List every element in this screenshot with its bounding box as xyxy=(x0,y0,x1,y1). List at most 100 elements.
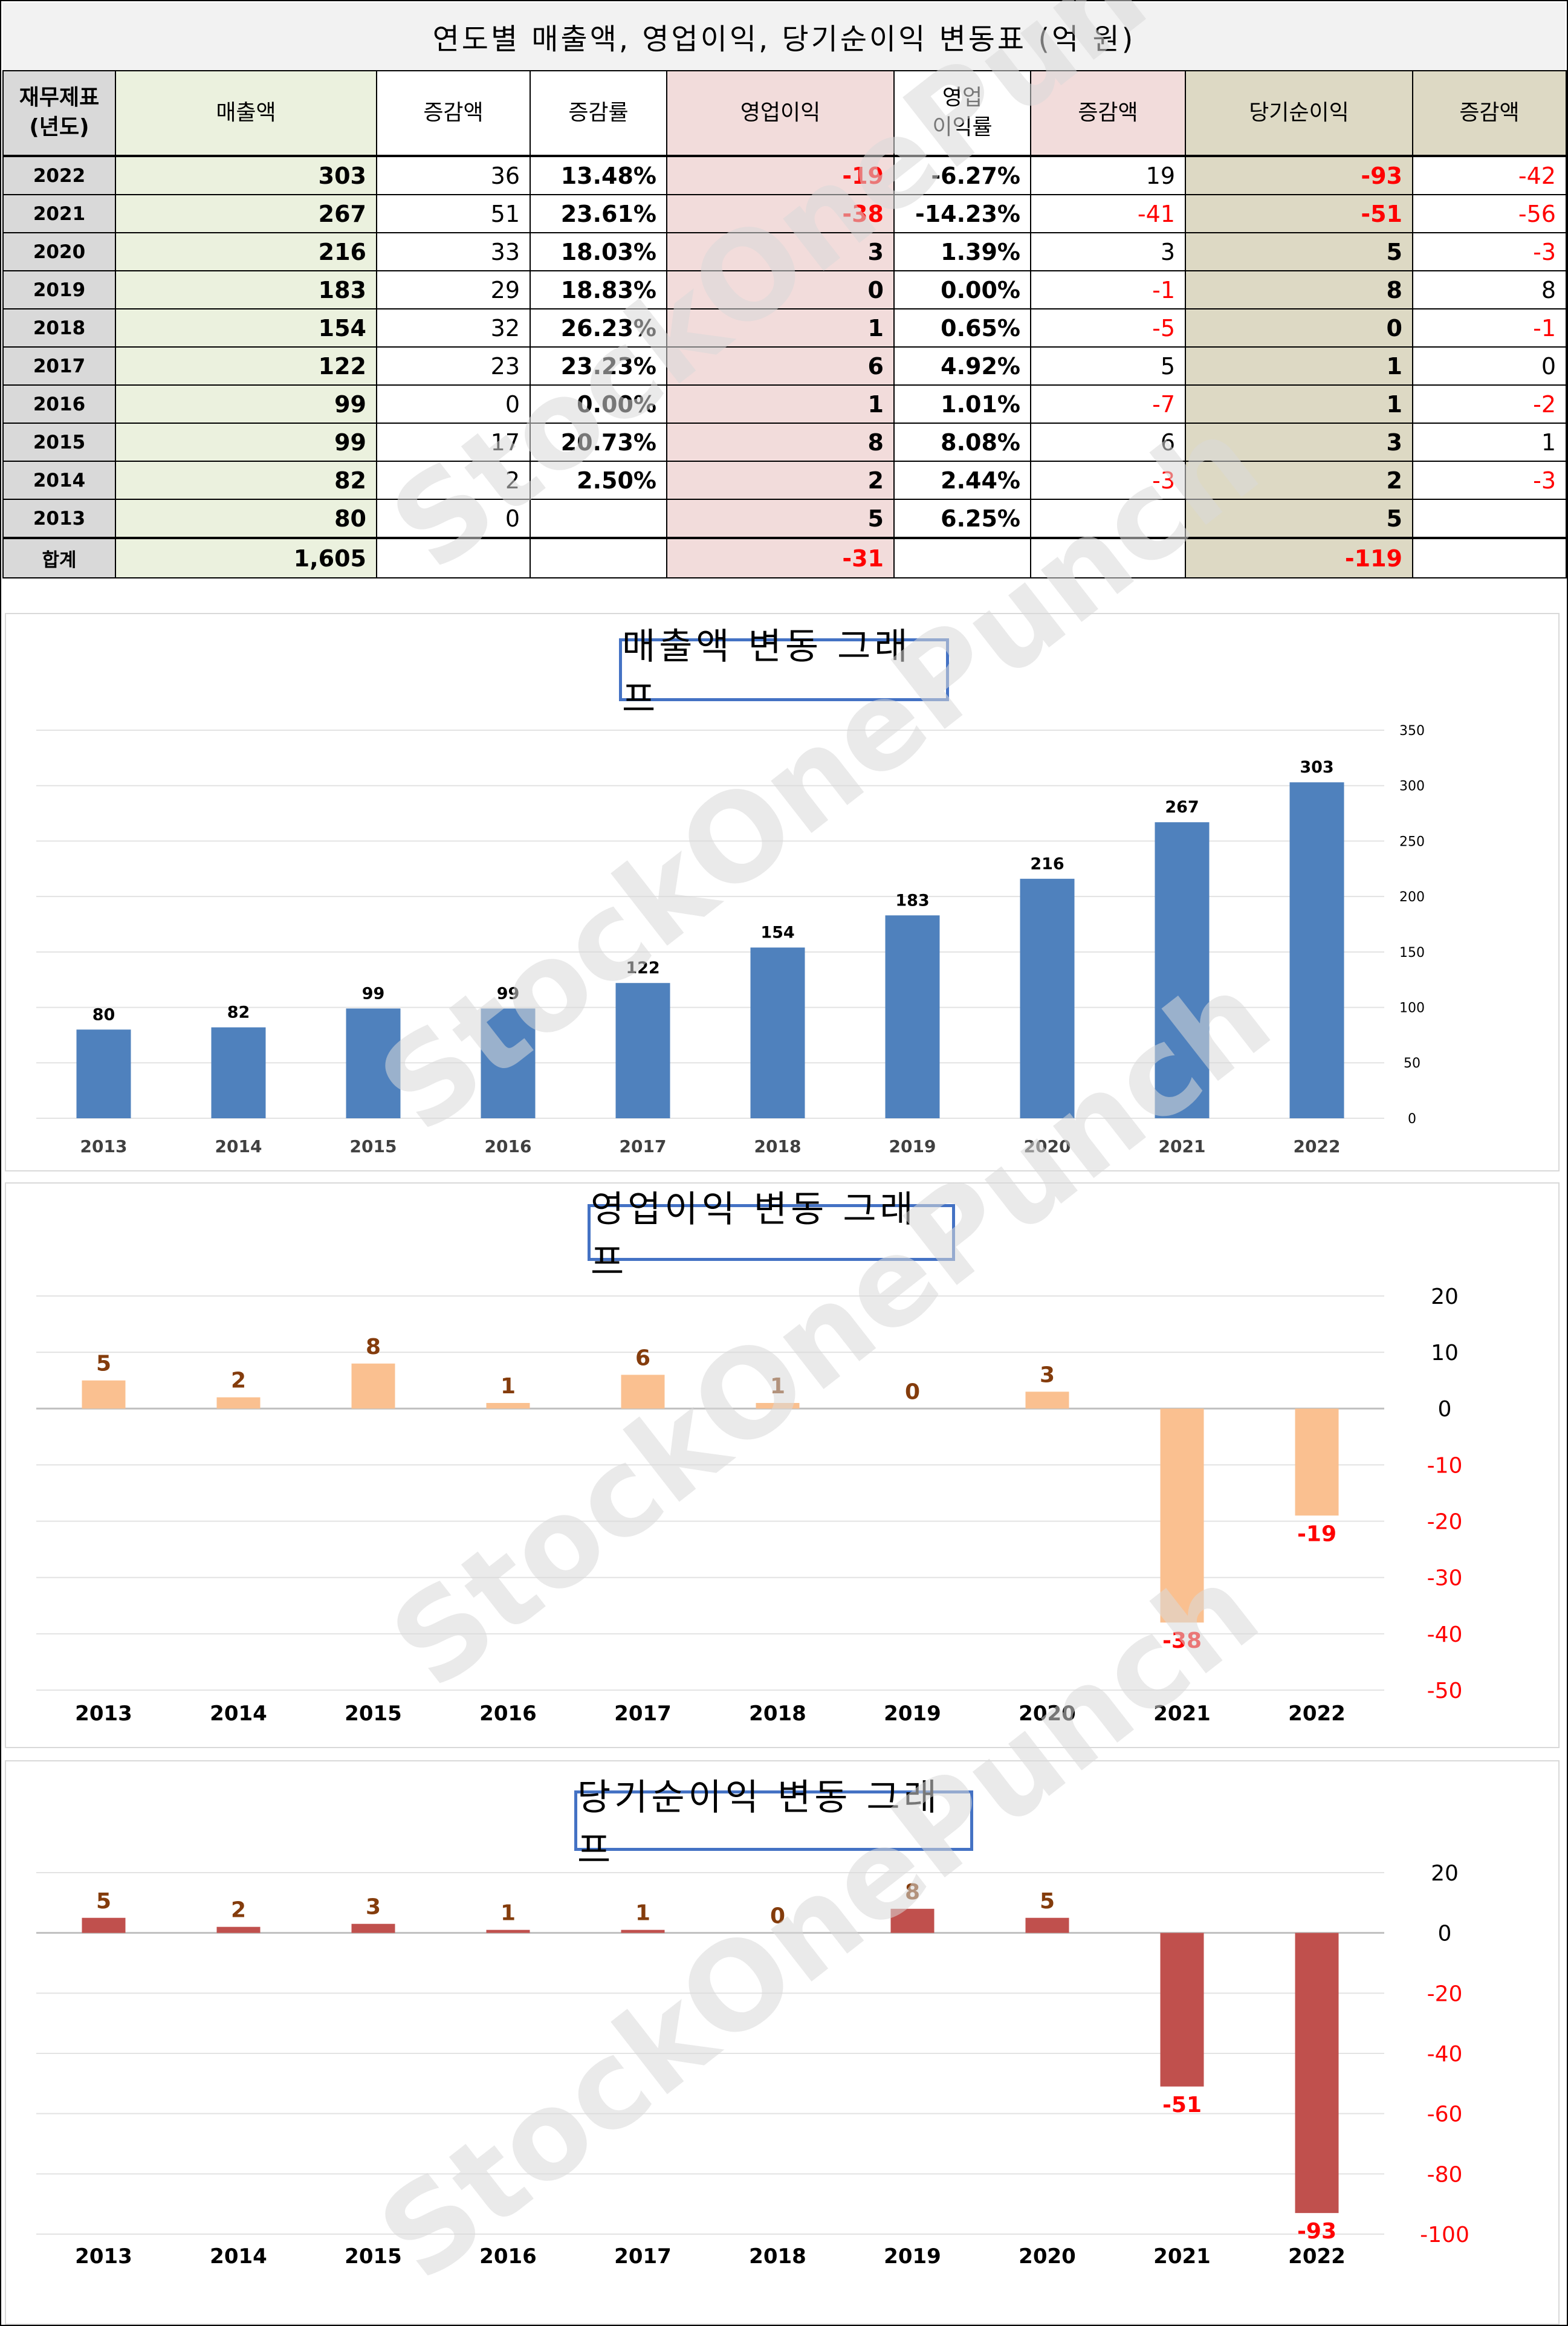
data-label: 2 xyxy=(231,1898,246,1923)
cell-op-income: -38 xyxy=(666,194,895,233)
data-label: 303 xyxy=(1300,758,1333,777)
y-tick-label: -40 xyxy=(1427,2042,1463,2067)
data-label: 80 xyxy=(92,1005,115,1024)
cell-year: 2013 xyxy=(2,499,116,539)
cell-year: 2020 xyxy=(2,232,116,271)
x-tick-label: 2016 xyxy=(485,1136,532,1156)
cell-net-change: -2 xyxy=(1412,384,1567,424)
cell-sales-rate: 20.73% xyxy=(530,423,667,462)
cell-year: 2015 xyxy=(2,423,116,462)
data-label: 122 xyxy=(626,959,659,977)
y-tick-label: 0 xyxy=(1408,1112,1416,1127)
op-income-chart-panel: 영업이익 변동 그래프 20 10 0 -10 -20 -30 -40 -50 5 2013 2 20… xyxy=(5,1182,1560,1748)
header-op-margin-line2: 이익률 xyxy=(932,115,993,140)
table-row: 2015 99 17 20.73% 8 8.08% 6 3 1 xyxy=(2,423,1567,462)
cell-empty xyxy=(893,537,1031,578)
data-label: 216 xyxy=(1030,855,1064,873)
table-row: 2016 99 0 0.00% 1 1.01% -7 1 -2 xyxy=(2,384,1567,424)
x-tick-label: 2013 xyxy=(75,2244,132,2269)
op-income-chart: 20100-10-20-30-40-5052013220148201512016… xyxy=(36,1284,1463,1726)
data-label: 8 xyxy=(366,1335,381,1359)
cell-empty xyxy=(530,537,667,578)
cell-net-income: 8 xyxy=(1185,270,1413,309)
x-tick-label: 2018 xyxy=(749,1702,806,1726)
cell-net-income: 5 xyxy=(1185,499,1413,539)
x-tick-label: 2014 xyxy=(215,1136,262,1156)
x-tick-label: 2013 xyxy=(80,1136,128,1156)
y-tick-label: 0 xyxy=(1438,1922,1452,1946)
bar xyxy=(890,1908,935,1933)
cell-year: 2018 xyxy=(2,308,116,348)
bar xyxy=(82,1380,126,1409)
data-label: 99 xyxy=(497,984,520,1003)
table-row: 2018 154 32 26.23% 1 0.65% -5 0 -1 xyxy=(2,308,1567,348)
table-row: 2014 82 2 2.50% 2 2.44% -3 2 -3 xyxy=(2,461,1567,500)
bar xyxy=(1295,1932,1339,2214)
x-tick-label: 2020 xyxy=(1019,1702,1076,1726)
x-tick-label: 2017 xyxy=(614,2244,672,2269)
data-label: 267 xyxy=(1165,798,1199,817)
cell-net-income: 1 xyxy=(1185,384,1413,424)
y-tick-label: 0 xyxy=(1438,1397,1452,1422)
cell-sales: 99 xyxy=(115,423,377,462)
cell-sales-rate: 18.03% xyxy=(530,232,667,271)
bar xyxy=(756,1402,800,1409)
header-sales: 매출액 xyxy=(115,70,377,157)
bar xyxy=(750,947,805,1118)
y-tick-label: -20 xyxy=(1427,1510,1463,1535)
y-tick-label: 100 xyxy=(1399,1000,1425,1016)
cell-op-margin: 0.00% xyxy=(893,270,1031,309)
cell-net-change: 8 xyxy=(1412,270,1567,309)
cell-op-margin: 2.44% xyxy=(893,461,1031,500)
table-row: 2022 303 36 13.48% -19 -6.27% 19 -93 -42 xyxy=(2,155,1567,195)
bar xyxy=(216,1397,261,1409)
data-label: 1 xyxy=(635,1901,650,1926)
y-tick-label: -50 xyxy=(1427,1679,1463,1703)
bar xyxy=(1289,782,1344,1118)
bar xyxy=(481,1008,536,1118)
bar xyxy=(346,1008,401,1118)
data-label: 82 xyxy=(227,1003,250,1022)
x-tick-label: 2013 xyxy=(75,1702,132,1726)
data-label: -93 xyxy=(1297,2219,1336,2244)
cell-op-change: -41 xyxy=(1030,194,1186,233)
cell-total-label: 합계 xyxy=(2,537,116,578)
cell-sales-change: 29 xyxy=(376,270,531,309)
bar xyxy=(1155,822,1210,1118)
cell-empty xyxy=(376,537,531,578)
x-tick-label: 2015 xyxy=(350,1136,397,1156)
cell-sales-change: 32 xyxy=(376,308,531,348)
cell-op-change: 19 xyxy=(1030,155,1186,195)
cell-op-change: -3 xyxy=(1030,461,1186,500)
cell-net-income: 0 xyxy=(1185,308,1413,348)
table-title: 연도별 매출액, 영업이익, 당기순이익 변동표 (억 원) xyxy=(2,2,1566,70)
y-tick-label: 50 xyxy=(1404,1056,1421,1071)
header-net-change: 증감액 xyxy=(1412,70,1567,157)
cell-sales-change: 17 xyxy=(376,423,531,462)
cell-sales-rate xyxy=(530,499,667,539)
cell-year: 2017 xyxy=(2,346,116,386)
cell-sales: 267 xyxy=(115,194,377,233)
cell-sales-rate: 26.23% xyxy=(530,308,667,348)
cell-net-change: -1 xyxy=(1412,308,1567,348)
cell-net-income: 1 xyxy=(1185,346,1413,386)
cell-total-net-income: -119 xyxy=(1185,537,1413,578)
cell-sales-rate: 23.61% xyxy=(530,194,667,233)
cell-empty xyxy=(1412,537,1567,578)
cell-net-change: 0 xyxy=(1412,346,1567,386)
bar xyxy=(885,915,940,1118)
y-tick-label: -40 xyxy=(1427,1622,1463,1647)
y-tick-label: 150 xyxy=(1399,945,1425,961)
cell-op-change: 3 xyxy=(1030,232,1186,271)
cell-sales-change: 23 xyxy=(376,346,531,386)
cell-op-margin: 6.25% xyxy=(893,499,1031,539)
x-tick-label: 2015 xyxy=(345,1702,402,1726)
cell-year: 2016 xyxy=(2,384,116,424)
y-tick-label: -100 xyxy=(1420,2223,1469,2247)
x-tick-label: 2021 xyxy=(1153,1702,1211,1726)
data-label: 1 xyxy=(501,1901,516,1926)
cell-op-change xyxy=(1030,499,1186,539)
x-tick-label: 2020 xyxy=(1019,2244,1076,2269)
cell-sales: 122 xyxy=(115,346,377,386)
header-sales-change: 증감액 xyxy=(376,70,531,157)
